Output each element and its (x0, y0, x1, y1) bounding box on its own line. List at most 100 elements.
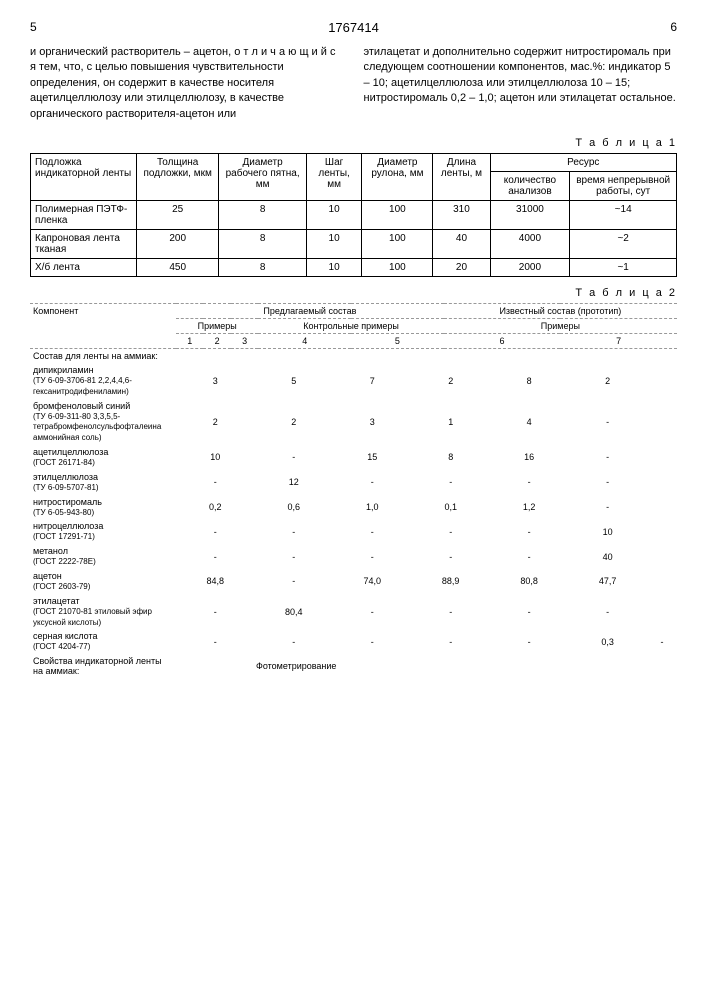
value-cell: 2 (254, 399, 332, 445)
value-cell: - (254, 445, 332, 470)
value-cell: 10 (568, 519, 646, 544)
value-cell: 3 (176, 363, 254, 399)
th-spot: Диаметр рабочего пятна, мм (219, 153, 306, 200)
table-row: ацетон(ГОСТ 2603-79)84,8-74,088,980,847,… (30, 569, 677, 594)
value-cell: - (176, 519, 254, 544)
th-control: Контрольные примеры (258, 318, 443, 333)
value-cell: 12 (254, 470, 332, 495)
t2-head1: Компонент Предлагаемый состав Известный … (30, 303, 677, 318)
value-cell (647, 445, 677, 470)
right-column: этилацетат и дополнительно содержит нитр… (364, 45, 678, 122)
value-cell (647, 519, 677, 544)
value-cell: - (568, 594, 646, 630)
table-row: дипикриламин(ТУ 6-09-3706-81 2,2,4,4,6-г… (30, 363, 677, 399)
value-cell: 10 (176, 445, 254, 470)
component-cell: бромфеноловый синий(ТУ 6-09-311-80 3,3,5… (30, 399, 176, 445)
component-cell: нитроцеллюлоза(ГОСТ 17291-71) (30, 519, 176, 544)
value-cell (647, 399, 677, 445)
value-cell: - (254, 519, 332, 544)
th-examples2: Примеры (444, 318, 677, 333)
th-proposed: Предлагаемый состав (176, 303, 444, 318)
value-cell: - (176, 470, 254, 495)
component-cell: этилацетат(ГОСТ 21070-81 этиловый эфир у… (30, 594, 176, 630)
page-num-right: 6 (670, 20, 677, 35)
th-substrate: Подложка индикаторной ленты (31, 153, 137, 200)
value-cell: 0,1 (411, 495, 489, 520)
value-cell: 3 (333, 399, 411, 445)
th-component: Компонент (30, 303, 176, 348)
th-count: количество анализов (490, 171, 570, 200)
value-cell: - (333, 594, 411, 630)
value-cell: 1,2 (490, 495, 568, 520)
page-header: 5 1767414 6 (30, 20, 677, 35)
value-cell: - (490, 470, 568, 495)
value-cell (647, 495, 677, 520)
value-cell: 80,8 (490, 569, 568, 594)
value-cell: - (176, 629, 254, 654)
component-cell: ацетилцеллюлоза(ГОСТ 26171-84) (30, 445, 176, 470)
table-row: этилцеллюлоза(ТУ 6-09-5707-81)-12---- (30, 470, 677, 495)
body-text: и органический растворитель – ацетон, о … (30, 45, 677, 122)
value-cell: 74,0 (333, 569, 411, 594)
value-cell: - (176, 594, 254, 630)
th-step: Шаг ленты, мм (306, 153, 362, 200)
th-roll: Диаметр рулона, мм (362, 153, 433, 200)
value-cell: - (490, 544, 568, 569)
value-cell: 0,3 (568, 629, 646, 654)
value-cell: - (254, 569, 332, 594)
value-cell: 88,9 (411, 569, 489, 594)
section2-title: Свойства индикаторной ленты на аммиак: (30, 654, 176, 678)
table-row: Капроновая лента тканая 200 8 10 100 40 … (31, 229, 677, 258)
component-cell: дипикриламин(ТУ 6-09-3706-81 2,2,4,4,6-г… (30, 363, 176, 399)
value-cell: - (568, 495, 646, 520)
table2-footer: Свойства индикаторной ленты на аммиак: Ф… (30, 654, 677, 678)
value-cell: - (333, 519, 411, 544)
value-cell: - (254, 629, 332, 654)
value-cell (647, 470, 677, 495)
component-cell: метанол(ГОСТ 2222-78Е) (30, 544, 176, 569)
table-row: нитростиромаль(ТУ 6-05-943-80)0,20,61,00… (30, 495, 677, 520)
value-cell: - (333, 629, 411, 654)
table-row: серная кислота(ГОСТ 4204-77)-----0,3- (30, 629, 677, 654)
table1-label: Т а б л и ц а 1 (30, 137, 677, 149)
value-cell: 0,2 (176, 495, 254, 520)
table-row: нитроцеллюлоза(ГОСТ 17291-71)-----10 (30, 519, 677, 544)
value-cell: - (411, 594, 489, 630)
page-num-left: 5 (30, 20, 37, 35)
value-cell: 16 (490, 445, 568, 470)
value-cell: - (333, 544, 411, 569)
value-cell: 2 (568, 363, 646, 399)
value-cell (647, 544, 677, 569)
value-cell: 40 (568, 544, 646, 569)
table-row: метанол(ГОСТ 2222-78Е)-----40 (30, 544, 677, 569)
value-cell: - (568, 445, 646, 470)
table1: Подложка индикаторной ленты Толщина подл… (30, 153, 677, 277)
section1-title: Состав для ленты на аммиак: (30, 348, 677, 363)
value-cell: 8 (411, 445, 489, 470)
th-time: время непрерывной работы, сут (570, 171, 677, 200)
value-cell: 1,0 (333, 495, 411, 520)
value-cell: - (490, 629, 568, 654)
table-row: бромфеноловый синий(ТУ 6-09-311-80 3,3,5… (30, 399, 677, 445)
th-resource: Ресурс (490, 153, 676, 171)
value-cell: - (411, 470, 489, 495)
table-row: этилацетат(ГОСТ 21070-81 этиловый эфир у… (30, 594, 677, 630)
value-cell: 80,4 (254, 594, 332, 630)
value-cell: - (333, 470, 411, 495)
table2: Компонент Предлагаемый состав Известный … (30, 303, 677, 363)
doc-number: 1767414 (37, 20, 671, 35)
value-cell: 7 (333, 363, 411, 399)
th-length: Длина ленты, м (433, 153, 490, 200)
value-cell: 5 (254, 363, 332, 399)
component-cell: серная кислота(ГОСТ 4204-77) (30, 629, 176, 654)
table2-label: Т а б л и ц а 2 (30, 287, 677, 299)
table-row: ацетилцеллюлоза(ГОСТ 26171-84)10-15816- (30, 445, 677, 470)
component-cell: этилцеллюлоза(ТУ 6-09-5707-81) (30, 470, 176, 495)
value-cell: 2 (176, 399, 254, 445)
table-row: Полимерная ПЭТФ-пленка 25 8 10 100 310 3… (31, 200, 677, 229)
value-cell: 8 (490, 363, 568, 399)
value-cell: 1 (411, 399, 489, 445)
value-cell: - (568, 399, 646, 445)
table-row: Х/б лента 450 8 10 100 20 2000 ~1 (31, 258, 677, 276)
value-cell: - (411, 544, 489, 569)
